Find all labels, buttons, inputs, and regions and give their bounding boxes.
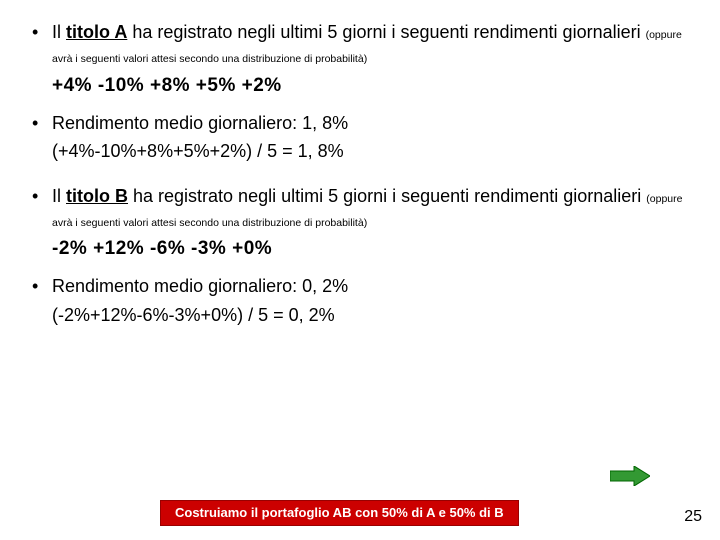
titolo-b-title: titolo B (66, 186, 128, 206)
page-number: 25 (684, 508, 702, 526)
lead-prefix: Il (52, 22, 66, 42)
portfolio-banner: Costruiamo il portafoglio AB con 50% di … (160, 500, 519, 526)
titolo-a-values: +4% -10% +8% +5% +2% (24, 75, 696, 97)
titolo-b-avg: Rendimento medio giornaliero: 0, 2% (24, 274, 696, 298)
titolo-a-lead: Il titolo A ha registrato negli ultimi 5… (24, 20, 696, 69)
titolo-b-lead: Il titolo B ha registrato negli ultimi 5… (24, 184, 696, 233)
next-arrow-icon (610, 466, 650, 486)
lead-mid: ha registrato negli ultimi 5 giorni i se… (127, 22, 645, 42)
slide-content: Il titolo A ha registrato negli ultimi 5… (24, 20, 696, 326)
titolo-b-values: -2% +12% -6% -3% +0% (24, 238, 696, 260)
lead-prefix-b: Il (52, 186, 66, 206)
titolo-a-avg: Rendimento medio giornaliero: 1, 8% (24, 111, 696, 135)
titolo-b-calc: (-2%+12%-6%-3%+0%) / 5 = 0, 2% (24, 305, 696, 326)
titolo-a-title: titolo A (66, 22, 127, 42)
titolo-a-calc: (+4%-10%+8%+5%+2%) / 5 = 1, 8% (24, 141, 696, 162)
lead-mid-b: ha registrato negli ultimi 5 giorni i se… (128, 186, 646, 206)
